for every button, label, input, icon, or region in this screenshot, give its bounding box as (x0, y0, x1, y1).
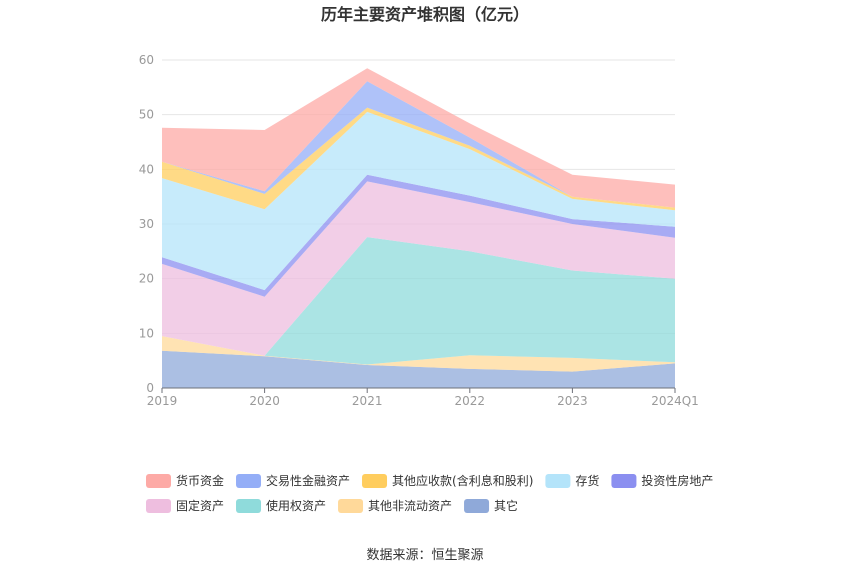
legend-label: 固定资产 (176, 498, 224, 513)
x-tick-label: 2023 (557, 394, 588, 408)
x-tick-label: 2022 (455, 394, 486, 408)
x-tick-label: 2020 (249, 394, 280, 408)
axes: 0 10 20 30 40 50 60 2019 2020 2021 2022 2023 2024Q1 (139, 53, 699, 408)
x-tick-label: 2019 (147, 394, 178, 408)
legend-item[interactable]: 其它 (464, 498, 518, 513)
legend-item[interactable]: 其他非流动资产 (338, 499, 452, 513)
legend-item[interactable]: 货币资金 (146, 473, 224, 488)
y-tick-label: 30 (139, 217, 154, 231)
y-tick-label: 0 (146, 381, 154, 395)
legend-label: 使用权资产 (266, 498, 326, 513)
y-tick-label: 40 (139, 162, 154, 176)
area-0 (162, 350, 675, 388)
legend-swatch (464, 499, 490, 513)
y-tick-label: 50 (139, 108, 154, 122)
legend-swatch (146, 474, 171, 488)
y-tick-label: 10 (139, 326, 154, 340)
area-5 (162, 111, 675, 291)
legend-item[interactable]: 投资性房地产 (611, 473, 713, 488)
legend-swatch (236, 474, 262, 488)
legend-swatch (362, 474, 388, 488)
legend-item[interactable]: 固定资产 (146, 498, 224, 513)
area-1 (162, 336, 675, 372)
area-3 (162, 181, 675, 356)
legend-label: 交易性金融资产 (266, 473, 350, 488)
y-tick-label: 60 (139, 53, 154, 67)
chart-title: 历年主要资产堆积图（亿元） (321, 5, 529, 24)
legend-swatch (236, 499, 262, 513)
legend-label: 其它 (494, 498, 518, 513)
legend-item[interactable]: 交易性金融资产 (236, 473, 350, 488)
legend-swatch (545, 474, 571, 488)
source-note: 数据来源：恒生聚源 (366, 548, 483, 563)
legend-swatch (611, 474, 637, 488)
area-4 (162, 174, 675, 297)
area-6 (162, 107, 675, 211)
area-2 (162, 237, 675, 365)
legend-item[interactable]: 使用权资产 (236, 498, 326, 513)
legend-label: 投资性房地产 (641, 473, 713, 488)
legend-label: 其他非流动资产 (368, 499, 452, 513)
area-series (162, 68, 675, 388)
legend-label: 货币资金 (176, 473, 224, 488)
legend-swatch (338, 499, 364, 513)
x-tick-label: 2024Q1 (651, 394, 699, 408)
legend-item[interactable]: 存货 (545, 473, 599, 488)
legend-label: 其他应收款(含利息和股利) (392, 473, 533, 488)
area-8 (162, 68, 675, 208)
legend-swatch (146, 499, 171, 513)
legend-item[interactable]: 其他应收款(含利息和股利) (362, 473, 533, 488)
y-tick-label: 20 (139, 272, 154, 286)
legend-label: 存货 (575, 473, 599, 488)
x-tick-label: 2021 (352, 394, 383, 408)
